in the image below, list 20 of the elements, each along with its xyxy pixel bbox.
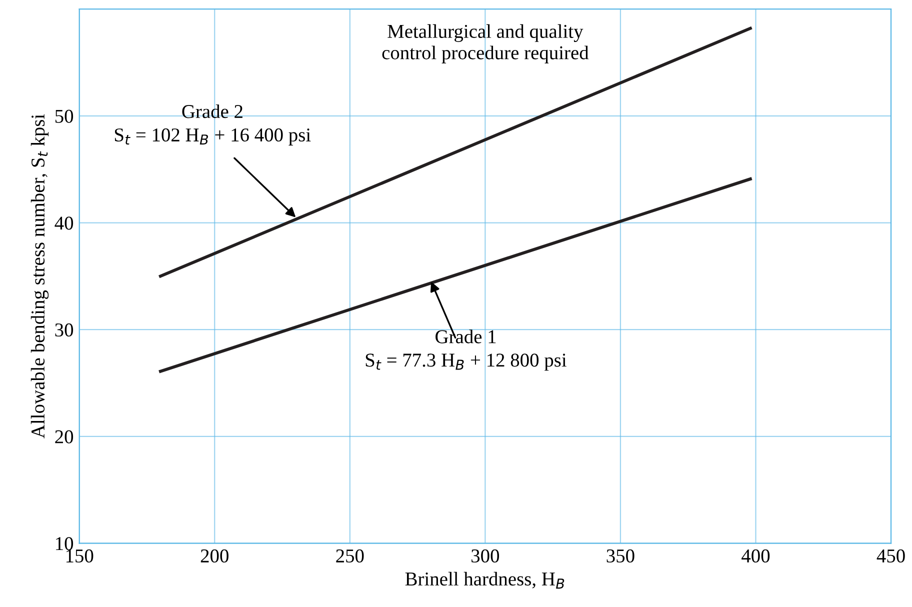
- annotation: S$_{t}$ = 102 H$_{B}$ + 16 400 psi: [114, 128, 311, 146]
- x-axis-title: Brinell hardness, H$_{B}$: [405, 572, 564, 589]
- y-tick-label: 20: [55, 430, 74, 444]
- x-tick-label: 200: [200, 549, 228, 563]
- x-tick-label: 300: [472, 549, 500, 563]
- annotation: Grade 2: [182, 104, 242, 118]
- x-tick-label: 450: [876, 549, 905, 563]
- annotation: S$_{t}$ = 77.3 H$_{B}$ + 12 800 psi: [366, 354, 566, 371]
- annotation: Metallurgical and quality: [388, 24, 584, 42]
- y-tick-label: 10: [56, 537, 74, 550]
- y-axis-title: Allowable bending stress number, S$_{t}$ kpsi: [30, 114, 49, 438]
- x-tick-label: 250: [336, 549, 364, 563]
- x-tick-label: 400: [742, 549, 770, 563]
- x-tick-label: 150: [66, 549, 94, 563]
- annotation: control procedure required: [382, 46, 589, 64]
- y-tick-label: 40: [54, 216, 74, 230]
- annotation: Grade 1: [436, 330, 496, 344]
- x-tick-label: 350: [606, 549, 634, 563]
- y-tick-label: 30: [55, 323, 74, 337]
- y-tick-label: 50: [55, 110, 74, 123]
